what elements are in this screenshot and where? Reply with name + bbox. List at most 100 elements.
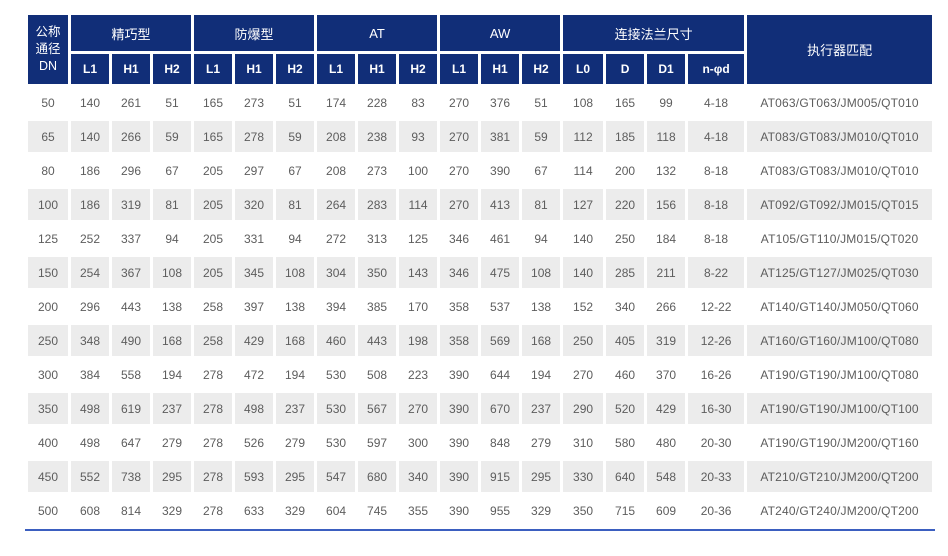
column-header-h1-7: H1 (358, 54, 397, 84)
dimension-value: 94 (276, 223, 315, 254)
dimension-value: 296 (71, 291, 109, 322)
column-header-n-φd-15: n-φd (688, 54, 745, 84)
dimension-value: 205 (194, 155, 233, 186)
dimension-value: 355 (399, 495, 438, 526)
dimension-value: 174 (317, 87, 356, 118)
dimension-value: 20-30 (688, 427, 745, 458)
dimension-value: 184 (647, 223, 686, 254)
dimension-value: 168 (276, 325, 315, 356)
dimension-value: 165 (194, 87, 233, 118)
valve-spec-table-section: 公称 通径 DN 精巧型 防爆型 AT AW 连接法兰尺寸 执行器匹配 L1 H1… (25, 12, 936, 531)
dimension-value: 118 (647, 121, 686, 152)
dimension-value: 608 (71, 495, 109, 526)
dimension-value: 530 (317, 427, 356, 458)
dimension-value: 350 (358, 257, 397, 288)
table-row-dn-300: 300 384 558 194 278 472 194 530 508 223 390 644 194 2… (28, 359, 933, 390)
dimension-value: 205 (194, 257, 233, 288)
dn-value: 50 (28, 87, 68, 118)
dimension-value: 680 (358, 461, 397, 492)
dimension-value: 279 (522, 427, 561, 458)
dimension-value: 258 (194, 291, 233, 322)
dimension-value: 51 (153, 87, 192, 118)
dimension-value: 270 (440, 155, 479, 186)
dimension-value: 329 (522, 495, 561, 526)
dn-value: 200 (28, 291, 68, 322)
dimension-value: 266 (112, 121, 150, 152)
actuator-match-value: AT190/GT190/JM100/QT080 (747, 359, 933, 390)
dimension-value: 152 (563, 291, 604, 322)
dimension-value: 319 (112, 189, 150, 220)
dimension-value: 609 (647, 495, 686, 526)
column-header-h2-11: H2 (522, 54, 561, 84)
dimension-value: 376 (481, 87, 520, 118)
dimension-value: 331 (235, 223, 274, 254)
dimension-value: 140 (71, 121, 109, 152)
dimension-value: 250 (606, 223, 645, 254)
dimension-value: 715 (606, 495, 645, 526)
dimension-value: 405 (606, 325, 645, 356)
dimension-value: 548 (647, 461, 686, 492)
dn-value: 80 (28, 155, 68, 186)
dimension-value: 558 (112, 359, 150, 390)
dimension-value: 228 (358, 87, 397, 118)
table-row-dn-200: 200 296 443 138 258 397 138 394 385 170 358 537 138 1… (28, 291, 933, 322)
dimension-value: 567 (358, 393, 397, 424)
column-header-d1-14: D1 (647, 54, 686, 84)
table-row-dn-100: 100 186 319 81 205 320 81 264 283 114 270 413 81 127 2… (28, 189, 933, 220)
dimension-value: 51 (276, 87, 315, 118)
dimension-value: 530 (317, 393, 356, 424)
dimension-value: 194 (276, 359, 315, 390)
dimension-value: 330 (563, 461, 604, 492)
dimension-value: 278 (194, 359, 233, 390)
dimension-value: 370 (647, 359, 686, 390)
table-row-dn-350: 350 498 619 237 278 498 237 530 567 270 390 670 237 2… (28, 393, 933, 424)
dimension-value: 211 (647, 257, 686, 288)
column-header-l1-9: L1 (440, 54, 479, 84)
dimension-value: 604 (317, 495, 356, 526)
dimension-value: 313 (358, 223, 397, 254)
dimension-value: 252 (71, 223, 109, 254)
dimension-value: 295 (276, 461, 315, 492)
dimension-value: 12-26 (688, 325, 745, 356)
dimension-value: 112 (563, 121, 604, 152)
dimension-value: 59 (522, 121, 561, 152)
dimension-value: 194 (153, 359, 192, 390)
dimension-value: 670 (481, 393, 520, 424)
dimension-value: 413 (481, 189, 520, 220)
dimension-value: 273 (358, 155, 397, 186)
dimension-value: 915 (481, 461, 520, 492)
dimension-value: 143 (399, 257, 438, 288)
dimension-value: 547 (317, 461, 356, 492)
dimension-value: 337 (112, 223, 150, 254)
column-group-aw: AW (440, 15, 561, 51)
column-header-l0-12: L0 (563, 54, 604, 84)
dimension-value: 108 (563, 87, 604, 118)
dimension-value: 279 (276, 427, 315, 458)
dimension-value: 168 (522, 325, 561, 356)
table-row-dn-80: 80 186 296 67 205 297 67 208 273 100 270 390 67 114 20… (28, 155, 933, 186)
dn-value: 450 (28, 461, 68, 492)
dimension-value: 340 (606, 291, 645, 322)
dn-value: 300 (28, 359, 68, 390)
dimension-value: 597 (358, 427, 397, 458)
dimension-value: 640 (606, 461, 645, 492)
dimension-value: 490 (112, 325, 150, 356)
dn-value: 65 (28, 121, 68, 152)
column-group-at: AT (317, 15, 438, 51)
dimension-value: 848 (481, 427, 520, 458)
dimension-value: 59 (153, 121, 192, 152)
dimension-value: 108 (153, 257, 192, 288)
dimension-value: 358 (440, 291, 479, 322)
dimension-value: 738 (112, 461, 150, 492)
dimension-value: 51 (522, 87, 561, 118)
dimension-value: 270 (440, 189, 479, 220)
dimension-value: 264 (317, 189, 356, 220)
dimension-value: 296 (112, 155, 150, 186)
dimension-value: 8-22 (688, 257, 745, 288)
dimension-value: 394 (317, 291, 356, 322)
dimension-value: 81 (522, 189, 561, 220)
dimension-value: 530 (317, 359, 356, 390)
dimension-value: 127 (563, 189, 604, 220)
dimension-value: 348 (71, 325, 109, 356)
dimension-value: 526 (235, 427, 274, 458)
